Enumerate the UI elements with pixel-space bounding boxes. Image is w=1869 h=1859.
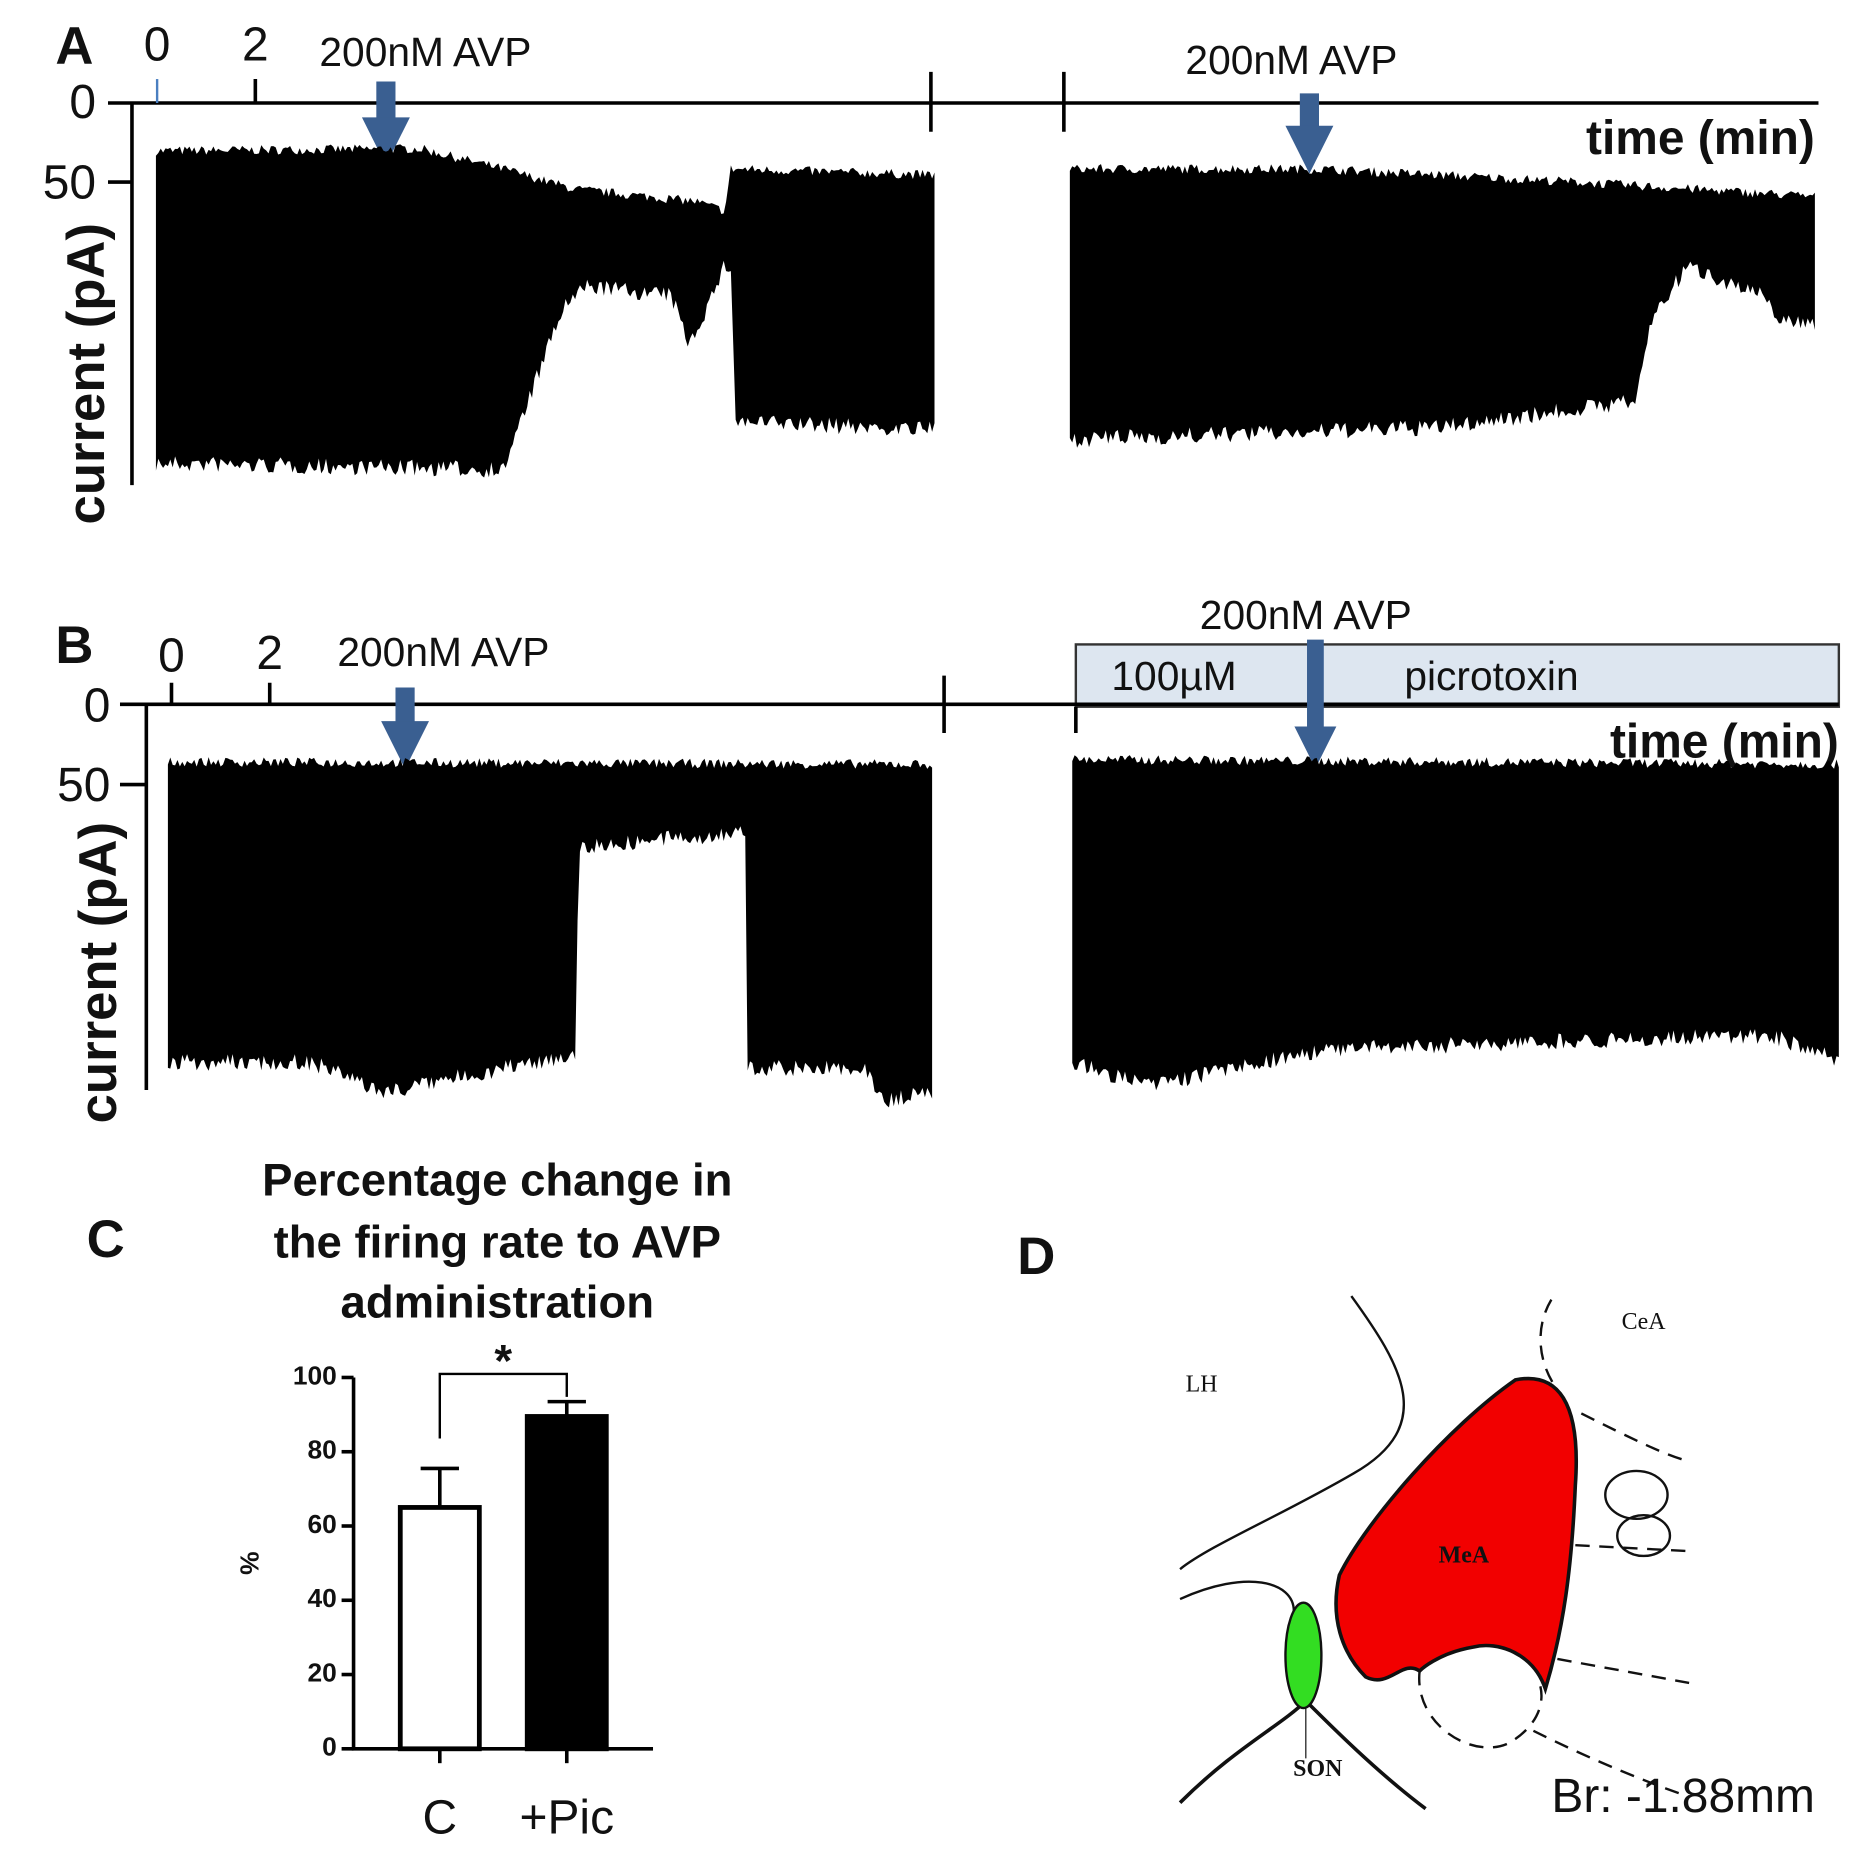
current-tick-label: 0 xyxy=(84,680,111,733)
y-axis-label: % xyxy=(235,1551,265,1574)
contour xyxy=(1179,1295,1406,1571)
x-tick-label: +Pic xyxy=(520,1791,615,1844)
contour xyxy=(1532,1412,1690,1798)
panel-label: D xyxy=(1017,1227,1055,1286)
region-label: LH xyxy=(1186,1371,1218,1397)
trace xyxy=(1069,164,1815,448)
contour xyxy=(1178,1698,1427,1811)
current-tick-label: 50 xyxy=(57,759,110,812)
son-region xyxy=(1284,1601,1323,1710)
time-tick-label: 2 xyxy=(242,19,269,72)
y-tick-label: 0 xyxy=(322,1732,337,1762)
axes xyxy=(108,71,1819,486)
region-label: CeA xyxy=(1622,1309,1667,1335)
drug-label: 200nM AVP xyxy=(1185,37,1397,83)
drug-label: 200nM AVP xyxy=(1200,592,1412,638)
x-axis-label: time (min) xyxy=(1610,716,1839,769)
y-tick-label: 40 xyxy=(307,1583,336,1613)
significance-bracket xyxy=(438,1372,568,1439)
x-axis-label: time (min) xyxy=(1586,112,1815,165)
axis-lines xyxy=(108,71,1819,486)
y-axis-label: current (pA) xyxy=(69,822,128,1123)
y-tick-label: 20 xyxy=(307,1657,336,1687)
chart-title: administration xyxy=(341,1277,654,1328)
y-tick-label: 60 xyxy=(307,1509,336,1539)
panel-label: A xyxy=(55,17,93,76)
contour xyxy=(1418,1670,1543,1749)
bath-label: picrotoxin xyxy=(1404,653,1578,699)
caption: Br: -1.88mm xyxy=(1551,1770,1815,1823)
bath-bar xyxy=(1074,643,1841,708)
mea-region xyxy=(1334,1376,1578,1695)
chart-title: Percentage change in xyxy=(262,1154,732,1205)
drug-label: 200nM AVP xyxy=(337,629,549,675)
contour xyxy=(1604,1469,1669,1521)
contour xyxy=(1179,1580,1296,1612)
significance-label: * xyxy=(494,1335,512,1386)
bar-chart: 0 20 40 60 80 100 C +Pic * xyxy=(293,1335,654,1844)
time-tick-label: 0 xyxy=(144,19,171,72)
y-axis-label: current (pA) xyxy=(57,223,116,525)
contour xyxy=(1616,1514,1672,1558)
time-tick-label: 0 xyxy=(158,629,185,682)
y-tick-label: 80 xyxy=(307,1435,336,1465)
panel-label: B xyxy=(55,616,93,675)
trace xyxy=(155,144,935,478)
brain-diagram xyxy=(1178,1295,1690,1811)
chart-title: the firing rate to AVP xyxy=(274,1217,721,1268)
region-label: SON xyxy=(1293,1756,1342,1782)
time-tick-label: 2 xyxy=(256,627,283,680)
traces xyxy=(167,755,1839,1108)
trace xyxy=(1072,755,1839,1091)
bar xyxy=(524,1414,609,1752)
current-tick-label: 50 xyxy=(43,156,96,209)
bar xyxy=(397,1505,482,1752)
x-tick-label: C xyxy=(423,1791,458,1844)
current-tick-label: 0 xyxy=(69,76,96,129)
bath-label: 100µM xyxy=(1111,653,1236,699)
axis-lines xyxy=(119,675,1839,1091)
traces xyxy=(155,144,1815,478)
contour xyxy=(1539,1299,1559,1391)
drug-label: 200nM AVP xyxy=(319,29,531,75)
trace xyxy=(167,757,933,1108)
region-label: MeA xyxy=(1439,1543,1490,1569)
y-tick-label: 100 xyxy=(293,1360,337,1390)
panel-label: C xyxy=(87,1210,125,1269)
